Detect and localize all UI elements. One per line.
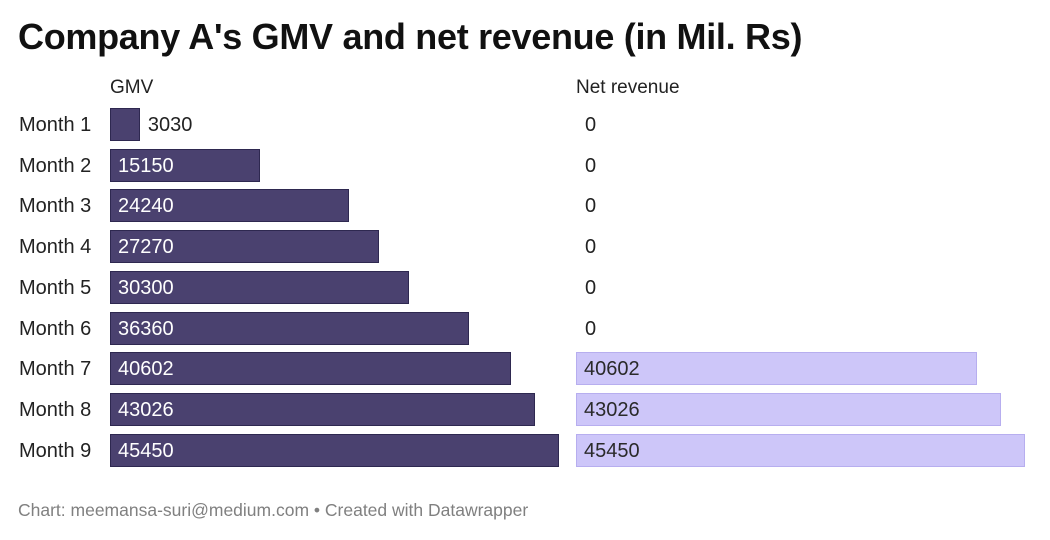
gmv-bar bbox=[110, 270, 410, 304]
gmv-bar bbox=[110, 433, 559, 467]
gmv-value-label: 24240 bbox=[118, 195, 174, 218]
gmv-value-label: 40602 bbox=[118, 358, 174, 381]
gmv-bar bbox=[110, 108, 140, 141]
net-revenue-bar bbox=[576, 433, 1025, 467]
net-revenue-value-label: 0 bbox=[585, 114, 597, 136]
gmv-bar bbox=[110, 311, 470, 345]
gmv-bar bbox=[110, 189, 350, 223]
gmv-bar bbox=[110, 230, 380, 264]
category-label: Month 8 bbox=[19, 398, 92, 421]
gmv-value-label: 36360 bbox=[118, 317, 174, 340]
net-revenue-bar bbox=[576, 392, 1002, 426]
gmv-value-label: 43026 bbox=[118, 398, 174, 421]
net-revenue-value-label: 0 bbox=[585, 236, 597, 259]
gmv-value-label: 27270 bbox=[118, 236, 174, 259]
category-label: Month 1 bbox=[19, 114, 92, 136]
category-label: Month 5 bbox=[19, 276, 92, 299]
gmv-bar bbox=[110, 392, 536, 426]
category-label: Month 4 bbox=[19, 236, 92, 259]
category-label: Month 6 bbox=[19, 317, 92, 340]
chart-footer-credit: Chart: meemansa-suri@medium.com • Create… bbox=[18, 500, 529, 520]
net-revenue-value-label: 0 bbox=[585, 276, 597, 299]
gmv-value-label: 3030 bbox=[147, 114, 193, 136]
net-revenue-value-label: 0 bbox=[585, 195, 597, 218]
net-revenue-value-label: 40602 bbox=[584, 358, 640, 381]
gmv-value-label: 15150 bbox=[118, 154, 174, 177]
net-revenue-value-label: 43026 bbox=[584, 398, 640, 421]
net-revenue-value-label: 45450 bbox=[584, 439, 640, 462]
chart-title: Company A's GMV and net revenue (in Mil.… bbox=[18, 16, 803, 57]
net-revenue-value-label: 0 bbox=[585, 154, 597, 177]
net-revenue-bar bbox=[576, 352, 978, 386]
category-label: Month 2 bbox=[19, 154, 92, 177]
gmv-value-label: 45450 bbox=[118, 439, 174, 462]
gmv-column-header: GMV bbox=[110, 77, 154, 98]
category-label: Month 3 bbox=[19, 195, 92, 218]
gmv-bar bbox=[110, 352, 512, 386]
net-revenue-value-label: 0 bbox=[585, 317, 597, 340]
category-label: Month 9 bbox=[19, 439, 92, 462]
gmv-bar bbox=[110, 148, 260, 182]
net-revenue-column-header: Net revenue bbox=[576, 77, 680, 98]
category-label: Month 7 bbox=[19, 358, 92, 381]
gmv-value-label: 30300 bbox=[118, 276, 174, 299]
